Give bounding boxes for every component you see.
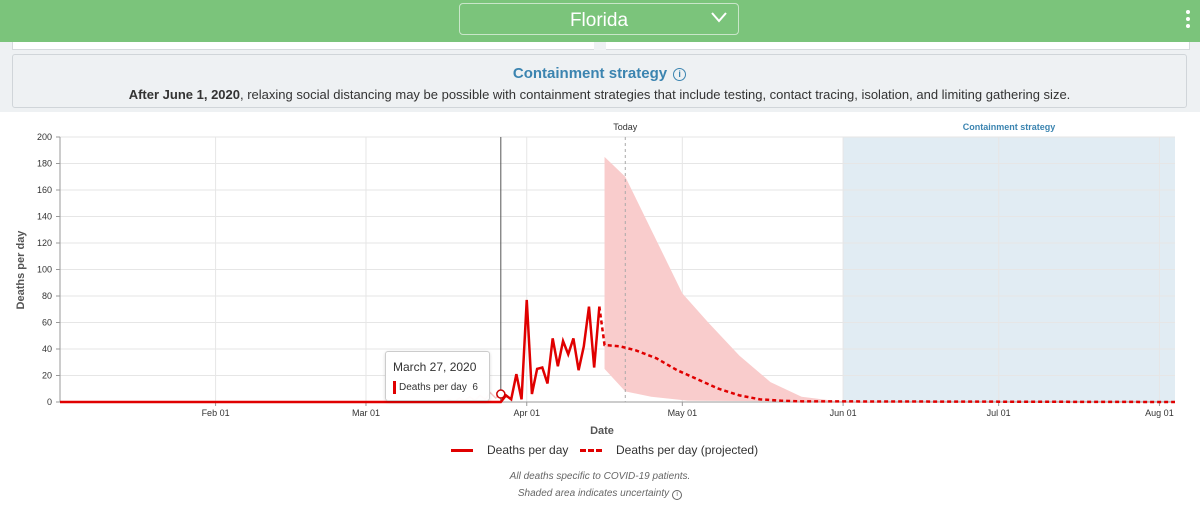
info-icon[interactable]: i: [673, 68, 687, 81]
y-tick-label: 20: [42, 371, 52, 381]
containment-label: Containment strategy: [963, 122, 1056, 132]
legend-label-actual: Deaths per day: [487, 443, 569, 457]
x-tick-label: Mar 01: [352, 408, 380, 418]
chart-tooltip: March 27, 2020 Deaths per day 6: [385, 351, 490, 401]
footnote-line2-text: Shaded area indicates uncertainty: [517, 488, 670, 499]
footnote-line1: All deaths specific to COVID-19 patients…: [509, 471, 691, 482]
legend-item-projected[interactable]: Deaths per day (projected): [580, 443, 758, 457]
tooltip-date: March 27, 2020: [393, 360, 477, 374]
today-label: Today: [613, 122, 638, 132]
legend-swatch-solid: [451, 448, 473, 452]
y-tick-label: 0: [47, 397, 52, 407]
y-tick-label: 160: [37, 185, 52, 195]
state-dropdown-label: Florida: [569, 10, 629, 31]
state-dropdown[interactable]: Florida: [459, 3, 739, 35]
tooltip-value: 6: [472, 382, 478, 393]
projected-deaths-line: [598, 306, 1176, 404]
deaths-chart: Containment strategy 0 20 40 60 80 100 120 140 16…: [15, 122, 1176, 437]
y-tick-label: 100: [37, 265, 52, 275]
legend-item-actual[interactable]: Deaths per day: [451, 443, 568, 457]
y-axis-title: Deaths per day: [15, 230, 27, 310]
tooltip-series: Deaths per day: [399, 382, 467, 393]
tooltip-swatch: [393, 381, 396, 394]
x-tick-label: Jul 01: [987, 408, 1011, 418]
tooltip-row: Deaths per day 6: [393, 381, 478, 394]
banner-text-rest: , relaxing social distancing may be poss…: [240, 87, 1071, 102]
y-tick-label: 120: [37, 238, 52, 248]
actual-deaths-line: [60, 299, 601, 404]
kebab-menu-icon[interactable]: [1184, 10, 1192, 32]
chart-legend: Deaths per day Deaths per day (projected…: [0, 443, 1200, 461]
banner-text: After June 1, 2020, relaxing social dist…: [13, 87, 1186, 102]
x-tick-label: Feb 01: [202, 408, 230, 418]
y-tick-label: 80: [42, 291, 52, 301]
containment-banner: Containment strategy i After June 1, 2020…: [12, 54, 1187, 108]
y-tick-label: 40: [42, 344, 52, 354]
legend-label-projected: Deaths per day (projected): [616, 443, 759, 457]
banner-title-text: Containment strategy: [512, 65, 668, 82]
x-tick-label: Apr 01: [513, 408, 540, 418]
banner-text-bold: After June 1, 2020: [128, 87, 240, 102]
banner-title: Containment strategy i: [13, 65, 1186, 82]
y-tick-label: 180: [37, 159, 52, 169]
info-icon[interactable]: i: [672, 490, 683, 500]
x-tick-label: May 01: [668, 408, 698, 418]
chevron-down-icon: [711, 12, 727, 23]
x-tick-label: Jun 01: [830, 408, 857, 418]
x-tick-label: Aug 01: [1145, 408, 1174, 418]
top-header-bar: Florida: [0, 0, 1200, 42]
y-tick-label: 60: [42, 318, 52, 328]
y-tick-label: 140: [37, 212, 52, 222]
uncertainty-band: [604, 156, 890, 402]
y-tick-label: 200: [37, 132, 52, 142]
highlight-point: [496, 389, 506, 399]
footnote-line2: Shaded area indicates uncertainty i: [0, 488, 1200, 500]
tab-notch: [594, 42, 606, 50]
x-axis-title: Date: [590, 425, 614, 437]
legend-swatch-dashed: [580, 448, 602, 452]
